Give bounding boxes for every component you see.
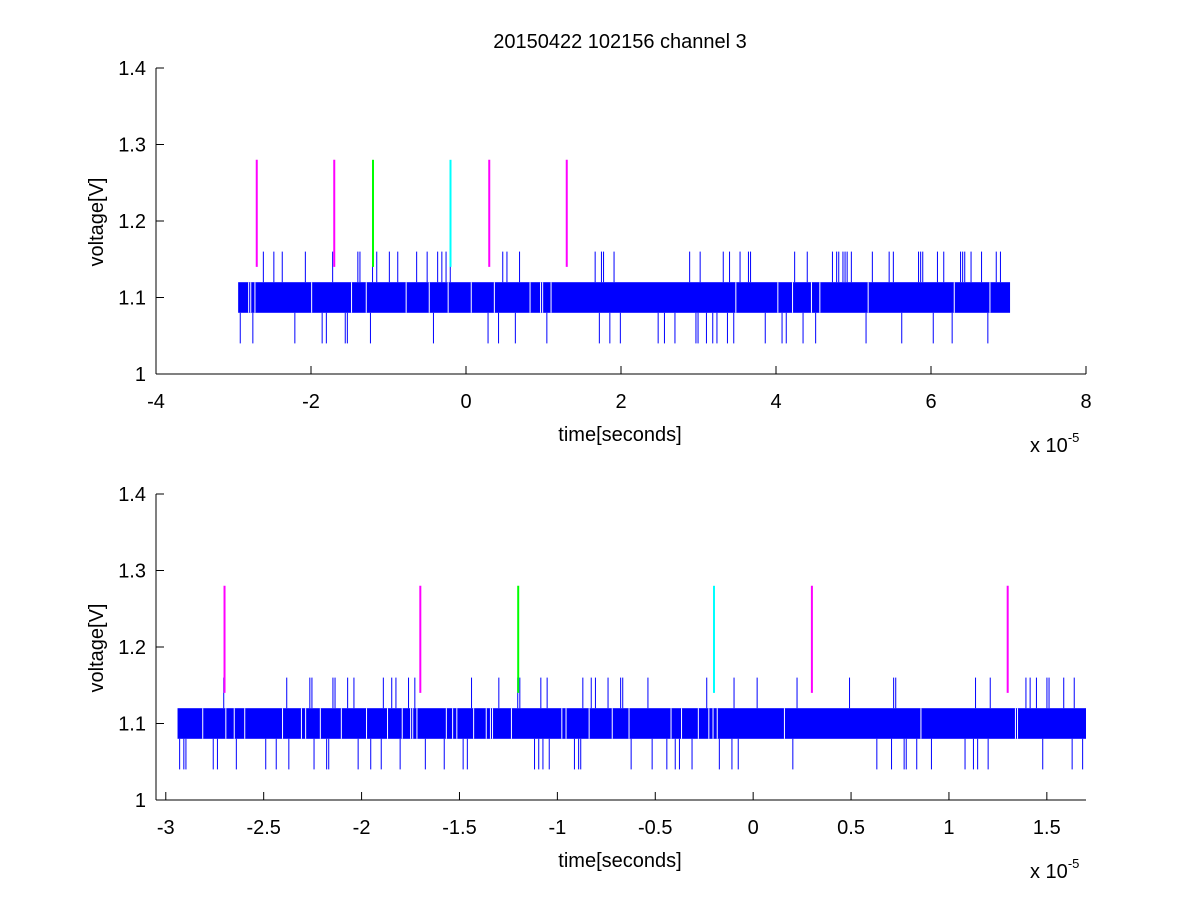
plot-top-axes [155,68,1086,375]
y-tick-label: 1.2 [118,637,146,659]
plot-bottom: -3 -2.5 -2 -1.5 -1 -0.5 0 0.5 1 1.511.11.21.31.4 … [86,484,1086,883]
x-tick-label: -1.5 [442,817,476,839]
plot-top-y-axis-label: voltage[V] [86,178,108,267]
plot-bottom-labels: time[seconds] voltage[V] x 10-5 [86,604,1079,883]
plot-top: -4 -2 0 2 4 6 8 1 1.1 1.2 1.3 1.4 time[seconds] vol… [86,58,1092,457]
plot-bottom-markers [223,585,1009,693]
plot-top-markers [255,159,568,267]
x-tick-label: -2 [353,817,371,839]
x-tick-label: 0 [748,817,759,839]
plot-top-ticks: -4 -2 0 2 4 6 8 1 1.1 1.2 1.3 1.4 [118,58,1091,413]
plot-top-labels: time[seconds] voltage[V] x 10-5 [86,178,1079,457]
plot-bottom-x-exponent: x 10-5 [1030,856,1079,883]
y-tick-label: 1.1 [118,288,146,310]
x-tick-label: -1 [548,817,566,839]
figure-title: 20150422 102156 channel 3 [493,31,747,53]
y-tick-label: 1.3 [118,135,146,157]
y-tick-label: 1.4 [118,484,146,506]
x-tick-label: -4 [147,391,165,413]
plot-top-x-axis-label: time[seconds] [558,424,681,446]
x-tick-label: 8 [1080,391,1091,413]
plot-bottom-ticks: -3 -2.5 -2 -1.5 -1 -0.5 0 0.5 1 1.5 1 1.1 1.2 1.3 1.4 [118,484,1061,839]
x-tick-label: -0.5 [638,817,672,839]
plot-bottom-axes [155,494,1086,801]
x-tick-label: 2 [615,391,626,413]
trace-band [238,282,1011,313]
plot-bottom-y-axis-label: voltage[V] [86,604,108,693]
y-tick-label: 1 [135,790,146,812]
x-tick-label: 0.5 [837,817,865,839]
x-tick-label: 4 [770,391,781,413]
y-tick-label: 1.3 [118,561,146,583]
y-tick-label: 1.4 [118,58,146,80]
plot-top-trace [238,251,1011,344]
x-tick-label: 6 [925,391,936,413]
x-tick-label: -2.5 [246,817,280,839]
trace-band [177,708,1086,739]
x-tick-label: -2 [302,391,320,413]
plot-top-x-exponent: x 10-5 [1030,430,1079,457]
x-tick-label: 1.5 [1033,817,1061,839]
y-tick-label: 1.1 [118,714,146,736]
plot-bottom-x-axis-label: time[seconds] [558,850,681,872]
y-tick-label: 1 [135,364,146,386]
x-tick-label: 1 [943,817,954,839]
plot-bottom-trace [177,677,1086,770]
y-tick-label: 1.2 [118,211,146,233]
x-tick-label: -3 [157,817,175,839]
x-tick-label: 0 [460,391,471,413]
